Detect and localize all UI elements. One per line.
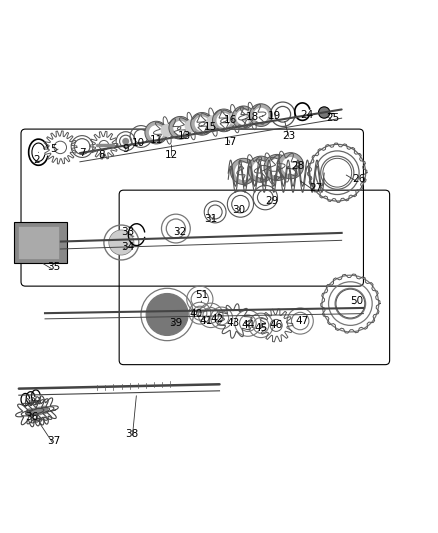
Circle shape xyxy=(234,163,252,180)
Text: 47: 47 xyxy=(295,316,308,326)
Text: 35: 35 xyxy=(47,262,60,271)
Circle shape xyxy=(212,109,235,132)
Circle shape xyxy=(277,152,303,179)
Text: 30: 30 xyxy=(232,205,245,215)
Text: 43: 43 xyxy=(226,318,239,328)
Circle shape xyxy=(281,157,299,174)
Bar xyxy=(18,226,59,259)
Text: 44: 44 xyxy=(240,320,254,330)
Text: 13: 13 xyxy=(177,131,191,141)
Text: 32: 32 xyxy=(173,227,187,237)
Circle shape xyxy=(35,407,44,415)
Text: 8: 8 xyxy=(98,150,105,160)
Text: 10: 10 xyxy=(132,139,145,149)
Bar xyxy=(14,222,67,263)
Circle shape xyxy=(253,108,268,123)
Circle shape xyxy=(263,155,290,181)
Text: 5: 5 xyxy=(50,144,57,154)
Circle shape xyxy=(228,112,241,125)
Circle shape xyxy=(216,113,231,128)
Text: 27: 27 xyxy=(308,183,321,193)
Text: 42: 42 xyxy=(210,314,223,324)
Text: 24: 24 xyxy=(300,110,313,120)
Circle shape xyxy=(145,121,167,144)
Text: 38: 38 xyxy=(125,430,138,439)
Circle shape xyxy=(205,115,219,129)
Text: 46: 46 xyxy=(269,320,282,330)
Circle shape xyxy=(249,104,272,126)
Text: 50: 50 xyxy=(350,296,363,306)
Circle shape xyxy=(194,116,209,131)
Circle shape xyxy=(148,125,163,140)
Circle shape xyxy=(122,138,129,145)
Text: 28: 28 xyxy=(291,161,304,171)
Text: 11: 11 xyxy=(149,135,162,145)
Text: 34: 34 xyxy=(121,242,134,252)
Text: 29: 29 xyxy=(265,196,278,206)
Circle shape xyxy=(236,110,251,125)
Text: 26: 26 xyxy=(352,174,365,184)
Text: 17: 17 xyxy=(223,137,237,147)
Circle shape xyxy=(173,121,187,135)
Text: 31: 31 xyxy=(204,214,217,223)
Text: 23: 23 xyxy=(282,131,295,141)
Circle shape xyxy=(109,230,133,255)
Text: 36: 36 xyxy=(25,412,39,422)
Circle shape xyxy=(169,116,191,139)
Circle shape xyxy=(31,407,40,416)
Circle shape xyxy=(160,124,173,137)
Text: 16: 16 xyxy=(223,115,237,125)
Text: 15: 15 xyxy=(204,122,217,132)
Text: 18: 18 xyxy=(245,112,258,122)
Text: 19: 19 xyxy=(267,111,280,121)
Text: 51: 51 xyxy=(195,290,208,300)
Circle shape xyxy=(40,406,48,414)
Circle shape xyxy=(146,294,187,335)
Circle shape xyxy=(230,158,256,184)
Text: 7: 7 xyxy=(78,148,85,158)
Text: 33: 33 xyxy=(121,227,134,237)
Text: 12: 12 xyxy=(165,150,178,160)
Circle shape xyxy=(245,109,258,123)
Circle shape xyxy=(318,107,329,118)
Text: 45: 45 xyxy=(254,322,267,333)
Circle shape xyxy=(247,156,273,182)
Text: 39: 39 xyxy=(169,318,182,328)
Text: 41: 41 xyxy=(199,316,212,326)
Circle shape xyxy=(184,119,197,133)
Text: 9: 9 xyxy=(122,144,129,154)
Circle shape xyxy=(268,159,285,176)
Circle shape xyxy=(25,408,34,417)
Text: 40: 40 xyxy=(188,310,201,319)
Circle shape xyxy=(190,112,213,135)
Circle shape xyxy=(232,106,254,128)
Text: 2: 2 xyxy=(33,155,39,165)
Text: 25: 25 xyxy=(325,113,339,123)
Circle shape xyxy=(252,160,269,178)
Text: 37: 37 xyxy=(47,436,60,446)
